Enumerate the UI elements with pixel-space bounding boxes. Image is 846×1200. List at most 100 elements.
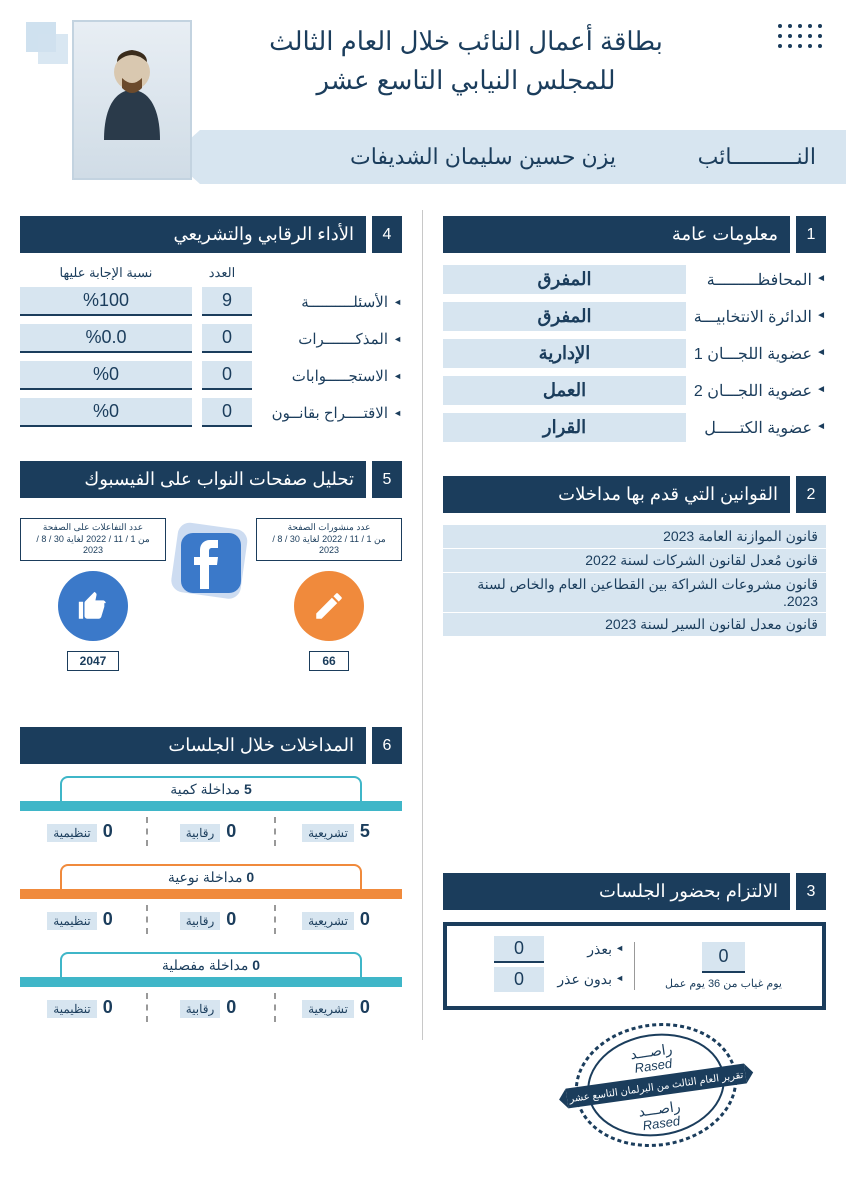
perf-row: الأسئلــــــــــة9%100 [20,287,402,316]
intervention-count: 0 [360,909,370,929]
col-count: العدد [192,265,252,281]
intervention-type: رقابية [180,824,221,842]
fb-interactions-caption: عدد التفاعلات على الصفحة من 1 / 11 / 202… [20,518,166,561]
info-label: الدائرة الانتخابيـــة [686,307,826,327]
sec2-laws: قانون الموازنة العامة 2023قانون مُعدل لق… [443,525,826,637]
intervention-count: 0 [103,909,113,929]
left-column: 4 الأداء الرقابي والتشريعي العدد نسبة ال… [0,210,423,1040]
info-label: عضوية اللجـــان 2 [686,381,826,401]
sec1-title: معلومات عامة [443,216,790,253]
info-row: عضوية اللجـــان 2العمل [443,376,826,405]
sec3-title: الالتزام بحضور الجلسات [443,873,790,910]
intervention-group: 5 مداخلة كمية5تشريعية0رقابية0تنظيمية [20,776,402,846]
attendance-total: 0 يوم غياب من 36 يوم عمل [634,942,812,990]
intervention-cell: 0 رقابية [146,817,274,846]
decor-squares [26,22,56,52]
facebook-stats: عدد منشورات الصفحة من 1 / 11 / 2022 لغاي… [20,518,402,671]
facebook-icon [166,518,256,608]
intervention-type: تشريعية [302,824,354,842]
info-row: عضوية الكتـــــلالقرار [443,413,826,442]
sec6-groups: 5 مداخلة كمية5تشريعية0رقابية0تنظيمية0 مد… [20,776,402,1022]
intervention-bar [20,889,402,899]
sec1-num: 1 [796,216,826,253]
fb-interactions-caption-date: من 1 / 11 / 2022 لغاية 30 / 8 / 2023 [27,534,159,557]
fb-posts-caption-title: عدد منشورات الصفحة [263,522,395,534]
portrait-photo [72,20,192,180]
info-label: عضوية الكتـــــل [686,418,826,438]
sec4-table-head: العدد نسبة الإجابة عليها [20,265,402,281]
fb-interactions-caption-title: عدد التفاعلات على الصفحة [27,522,159,534]
unexcused-label: بدون عذر [544,971,624,988]
info-row: الدائرة الانتخابيـــةالمفرق [443,302,826,331]
col-rate: نسبة الإجابة عليها [20,265,192,281]
absent-caption: يوم غياب من 36 يوم عمل [645,977,802,990]
intervention-cells: 5تشريعية0رقابية0تنظيمية [20,817,402,846]
law-item: قانون معدل لقانون السير لسنة 2023 [443,613,826,637]
sec1-header: 1 معلومات عامة [443,216,826,253]
attendance-box: 0 يوم غياب من 36 يوم عمل بعذر 0 بدون عذر… [443,922,826,1010]
fb-interactions-count: 2047 [67,651,120,671]
perf-rate: %0 [20,398,192,427]
excused-label: بعذر [544,941,624,958]
perf-count: 9 [202,287,252,316]
fb-interactions: عدد التفاعلات على الصفحة من 1 / 11 / 202… [20,518,166,671]
sec5-title: تحليل صفحات النواب على الفيسبوك [20,461,366,498]
sec5-header: 5 تحليل صفحات النواب على الفيسبوك [20,461,402,498]
title-line2: للمجلس النيابي التاسع عشر [186,61,746,100]
intervention-cell: 0 تنظيمية [20,905,146,934]
perf-count: 0 [202,398,252,427]
perf-row: الاستجـــــوابات0%0 [20,361,402,390]
info-label: المحافظـــــــــة [686,270,826,290]
sec4-title: الأداء الرقابي والتشريعي [20,216,366,253]
intervention-count: 0 [103,821,113,841]
intervention-count: 0 [103,997,113,1017]
intervention-type: تشريعية [302,912,354,930]
deputy-label: النــــــــــائب [698,144,816,170]
law-item: قانون مُعدل لقانون الشركات لسنة 2022 [443,549,826,573]
intervention-count: 0 [226,821,236,841]
info-row: المحافظـــــــــةالمفرق [443,265,826,294]
law-item: قانون الموازنة العامة 2023 [443,525,826,549]
intervention-cell: 0 تنظيمية [20,993,146,1022]
info-label: عضوية اللجـــان 1 [686,344,826,364]
sec2-num: 2 [796,476,826,513]
sec2-title: القوانين التي قدم بها مداخلات [443,476,790,513]
perf-label: الاقتــــراح بقانــون [252,404,402,422]
perf-count: 0 [202,324,252,353]
sec4-num: 4 [372,216,402,253]
like-icon [58,571,128,641]
intervention-type: تنظيمية [47,1000,96,1018]
sec3-header: 3 الالتزام بحضور الجلسات [443,873,826,910]
attendance-breakdown: بعذر 0 بدون عذر 0 [457,936,634,996]
info-value: العمل [443,376,686,405]
intervention-type: رقابية [180,1000,221,1018]
rased-stamp: راصـــد Rased راصـــد Rased تقرير العام … [556,1010,756,1160]
intervention-bar [20,801,402,811]
perf-row: المذكـــــــرات0%0.0 [20,324,402,353]
intervention-cell: 5تشريعية [274,817,402,846]
intervention-cell: 0 تشريعية [274,905,402,934]
intervention-type: تشريعية [302,1000,354,1018]
info-value: القرار [443,413,686,442]
sec2-header: 2 القوانين التي قدم بها مداخلات [443,476,826,513]
perf-count: 0 [202,361,252,390]
excused-value: 0 [494,936,544,963]
intervention-cells: 0تشريعية 0 رقابية 0 تنظيمية [20,993,402,1022]
absent-days: 0 [702,942,744,973]
intervention-group: 0 مداخلة نوعية0تشريعية0رقابية0تنظيمية [20,864,402,934]
perf-row: الاقتــــراح بقانــون0 %0 [20,398,402,427]
law-item: قانون مشروعات الشراكة بين القطاعين العام… [443,573,826,613]
perf-rate: %100 [20,287,192,316]
intervention-cell: 0تشريعية [274,993,402,1022]
perf-rate: %0 [20,361,192,390]
perf-rate: %0.0 [20,324,192,353]
info-value: المفرق [443,265,686,294]
intervention-cell: 0رقابية [146,905,274,934]
intervention-type: تنظيمية [47,912,96,930]
page-title: بطاقة أعمال النائب خلال العام الثالث للم… [186,22,746,100]
sec5-num: 5 [372,461,402,498]
info-value: المفرق [443,302,686,331]
right-column: 1 معلومات عامة المحافظـــــــــةالمفرقال… [423,210,846,1040]
fb-posts-caption-date: من 1 / 11 / 2022 لغاية 30 / 8 / 2023 [263,534,395,557]
decor-dots [778,24,822,48]
